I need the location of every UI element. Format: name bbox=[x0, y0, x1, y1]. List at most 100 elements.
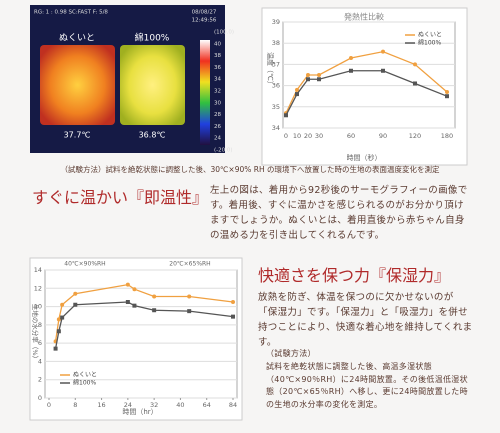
data-point bbox=[317, 77, 321, 82]
series-line bbox=[285, 70, 448, 116]
data-point bbox=[53, 346, 58, 351]
data-point bbox=[125, 282, 130, 287]
series-line bbox=[285, 51, 448, 114]
method-text: 試料を絶乾状態に調整した後、高温多湿状態（40℃×90％RH）に24時間放置。そ… bbox=[266, 362, 468, 409]
x-tick-label: 40 bbox=[176, 401, 184, 409]
chart-frame bbox=[29, 257, 243, 421]
data-point bbox=[125, 300, 130, 304]
data-point bbox=[187, 309, 192, 314]
legend-label: ぬくいと bbox=[73, 372, 97, 379]
y-tick-label: 37 bbox=[272, 60, 280, 68]
thermal-scale-label: 26 bbox=[214, 124, 221, 130]
data-point bbox=[349, 68, 353, 73]
data-point bbox=[231, 314, 235, 319]
y-tick-label: 35 bbox=[272, 103, 280, 111]
thermal-scale-label: 38 bbox=[214, 53, 221, 59]
chart-title: 発熱性比較 bbox=[344, 12, 384, 22]
thermal-scale-label: 36 bbox=[214, 65, 221, 71]
y-tick-label: 36 bbox=[272, 82, 280, 90]
thermal-scale-label: 40 bbox=[214, 41, 221, 47]
data-point bbox=[132, 303, 137, 308]
thermal-scale-label: 34 bbox=[214, 77, 221, 83]
data-point bbox=[445, 89, 449, 94]
thermal-scale-label: 32 bbox=[214, 89, 221, 95]
y-axis-label: 生地の水分率（%） bbox=[31, 304, 40, 362]
data-point bbox=[317, 73, 321, 77]
x-tick-label: 30 bbox=[315, 132, 323, 140]
data-point bbox=[349, 56, 353, 61]
heading: 快適さを保つ力『保湿力』 bbox=[258, 266, 451, 285]
thermal-date: 08/08/27 bbox=[192, 10, 217, 16]
data-point bbox=[73, 291, 78, 296]
data-point bbox=[60, 302, 65, 307]
y-tick-label: 38 bbox=[272, 39, 280, 47]
y-tick-label: 6 bbox=[38, 339, 42, 347]
data-point bbox=[381, 49, 385, 54]
data-point bbox=[295, 92, 299, 97]
data-point bbox=[413, 62, 417, 67]
heading: すぐに温かい『即温性』 bbox=[32, 188, 209, 207]
y-tick-label: 39 bbox=[272, 18, 280, 26]
thermal-temp: 37.7℃ bbox=[64, 131, 91, 140]
thermal-scale-label: (100.0) bbox=[214, 30, 234, 36]
thermal-label: 綿100% bbox=[135, 32, 170, 44]
chart-frame bbox=[261, 7, 468, 166]
thermal-sample bbox=[40, 45, 115, 125]
thermal-scale-label: 28 bbox=[214, 112, 221, 118]
data-point bbox=[381, 68, 385, 73]
data-point bbox=[295, 87, 299, 92]
band-label: 20℃×65%RH bbox=[169, 261, 210, 268]
x-tick-label: 90 bbox=[379, 132, 387, 140]
data-point bbox=[152, 308, 157, 313]
thermal-time: 12:49:56 bbox=[192, 18, 217, 24]
y-tick-label: 14 bbox=[34, 266, 42, 274]
x-tick-label: 60 bbox=[347, 132, 355, 140]
y-tick-label: 8 bbox=[38, 321, 42, 329]
x-tick-label: 32 bbox=[150, 401, 158, 409]
y-tick-label: 0 bbox=[38, 394, 42, 402]
x-axis-label: 時間（hr） bbox=[122, 408, 157, 416]
x-tick-label: 0 bbox=[47, 401, 51, 409]
thermal-scale-bar bbox=[200, 40, 210, 145]
method-title: （試験方法） bbox=[266, 349, 316, 358]
x-tick-label: 120 bbox=[409, 132, 421, 140]
thermal-scale-label: (-20.0) bbox=[214, 148, 233, 154]
x-tick-label: 10 bbox=[293, 132, 301, 140]
data-point bbox=[284, 113, 288, 118]
data-point bbox=[306, 77, 310, 82]
data-point bbox=[413, 81, 417, 86]
caption: （試験方法）試料を絶乾状態に調整した後、30℃×90% RH の環境下へ放置した… bbox=[60, 164, 440, 174]
paragraph: 左上の図は、着用から92秒後のサーモグラフィーの画像です。着用後、すぐに温かさを… bbox=[210, 185, 468, 241]
paragraph: 放熱を防ぎ、体温を保つのに欠かせないのが「保湿力」です。「保湿力」と「吸湿力」を… bbox=[258, 292, 473, 348]
x-axis-label: 時間（秒） bbox=[347, 153, 382, 162]
x-tick-label: 20 bbox=[304, 132, 312, 140]
data-point bbox=[445, 94, 449, 99]
y-tick-label: 2 bbox=[38, 376, 42, 384]
data-point bbox=[152, 294, 157, 299]
x-tick-label: 8 bbox=[73, 401, 77, 409]
legend-label: 綿100% bbox=[418, 39, 441, 47]
band-label: 40℃×90%RH bbox=[64, 261, 105, 268]
legend-label: ぬくいと bbox=[418, 32, 442, 39]
thermal-label: ぬくいと bbox=[59, 33, 95, 44]
thermal-scale-label: 24 bbox=[214, 136, 221, 142]
y-tick-label: 4 bbox=[38, 357, 42, 365]
y-axis-label: 温度（℃） bbox=[266, 52, 275, 88]
y-tick-label: 10 bbox=[34, 303, 42, 311]
x-tick-label: 16 bbox=[97, 401, 105, 409]
data-point bbox=[231, 300, 235, 304]
data-point bbox=[187, 294, 192, 299]
data-point bbox=[73, 302, 78, 307]
data-point bbox=[306, 73, 310, 77]
data-point bbox=[56, 329, 61, 334]
x-tick-label: 180 bbox=[441, 132, 453, 140]
x-tick-label: 0 bbox=[284, 132, 288, 140]
data-point bbox=[56, 317, 61, 322]
y-tick-label: 12 bbox=[34, 284, 42, 292]
thermal-sample bbox=[120, 45, 185, 125]
data-point bbox=[60, 315, 65, 320]
x-tick-label: 84 bbox=[229, 401, 237, 409]
legend-label: 綿100% bbox=[73, 379, 96, 387]
